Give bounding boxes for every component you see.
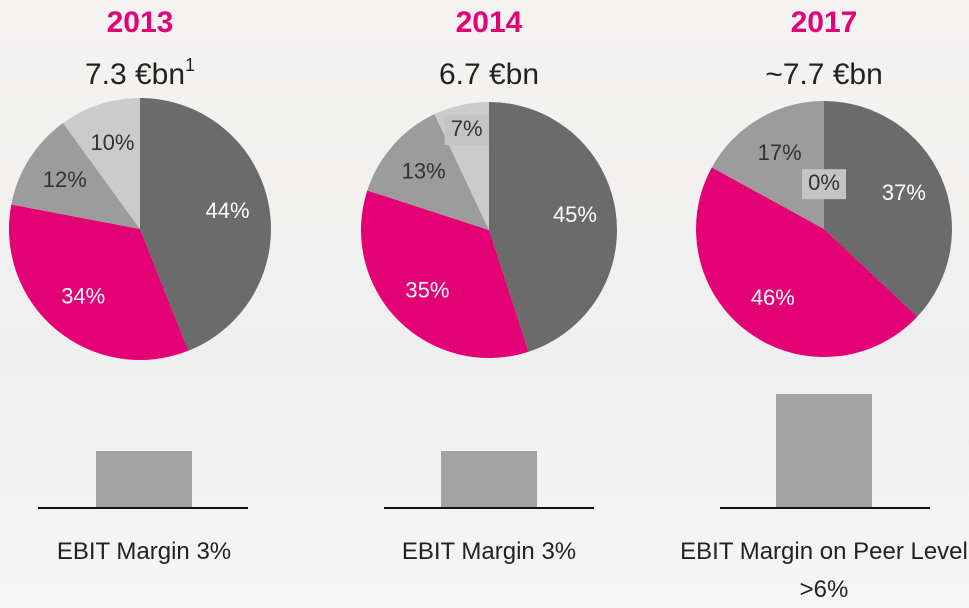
pie-slice — [824, 101, 952, 317]
label-box — [802, 169, 846, 200]
pie-slice — [11, 123, 140, 229]
data-label: 37% — [882, 180, 926, 205]
bar-label: EBIT Margin 3% — [401, 538, 577, 565]
pie-title: 2017 — [791, 6, 858, 39]
pie-slice — [63, 98, 140, 229]
data-label: 17% — [758, 140, 802, 165]
pie-subtitle: ~7.7 €bn — [765, 58, 883, 91]
data-label: 0% — [808, 170, 840, 195]
bar — [96, 451, 192, 508]
pie-slice — [140, 98, 272, 351]
pie-slice — [361, 190, 529, 358]
bar-label: EBIT Margin 3% — [56, 538, 232, 565]
subtitle-text: ~7.7 €bn — [765, 58, 883, 91]
data-label: 10% — [90, 130, 134, 155]
pie-slice — [8, 204, 189, 360]
label-box — [444, 115, 489, 146]
data-label: 34% — [61, 283, 105, 308]
data-label: 35% — [405, 277, 449, 302]
bar — [776, 394, 872, 508]
pie-slice — [696, 167, 918, 357]
pie-slice — [367, 114, 489, 230]
pie-title: 2013 — [107, 6, 174, 39]
bar — [441, 451, 537, 508]
data-label: 45% — [553, 202, 597, 227]
pie-slice — [489, 102, 617, 352]
subtitle-text: 7.3 €bn — [85, 58, 185, 91]
data-label: 12% — [43, 167, 87, 192]
data-label: 13% — [402, 158, 446, 183]
data-label: 7% — [451, 116, 483, 141]
footnote-mark: 1 — [185, 55, 195, 75]
pie-title: 2014 — [456, 6, 523, 39]
data-label: 44% — [205, 198, 249, 223]
pie-subtitle: 7.3 €bn1 — [85, 55, 195, 91]
pie-subtitle: 6.7 €bn — [439, 58, 539, 91]
data-label: 46% — [751, 285, 795, 310]
pie-slice — [711, 101, 824, 229]
subtitle-text: 6.7 €bn — [439, 58, 539, 91]
bar-label: EBIT Margin on Peer Level >6% — [680, 538, 968, 603]
